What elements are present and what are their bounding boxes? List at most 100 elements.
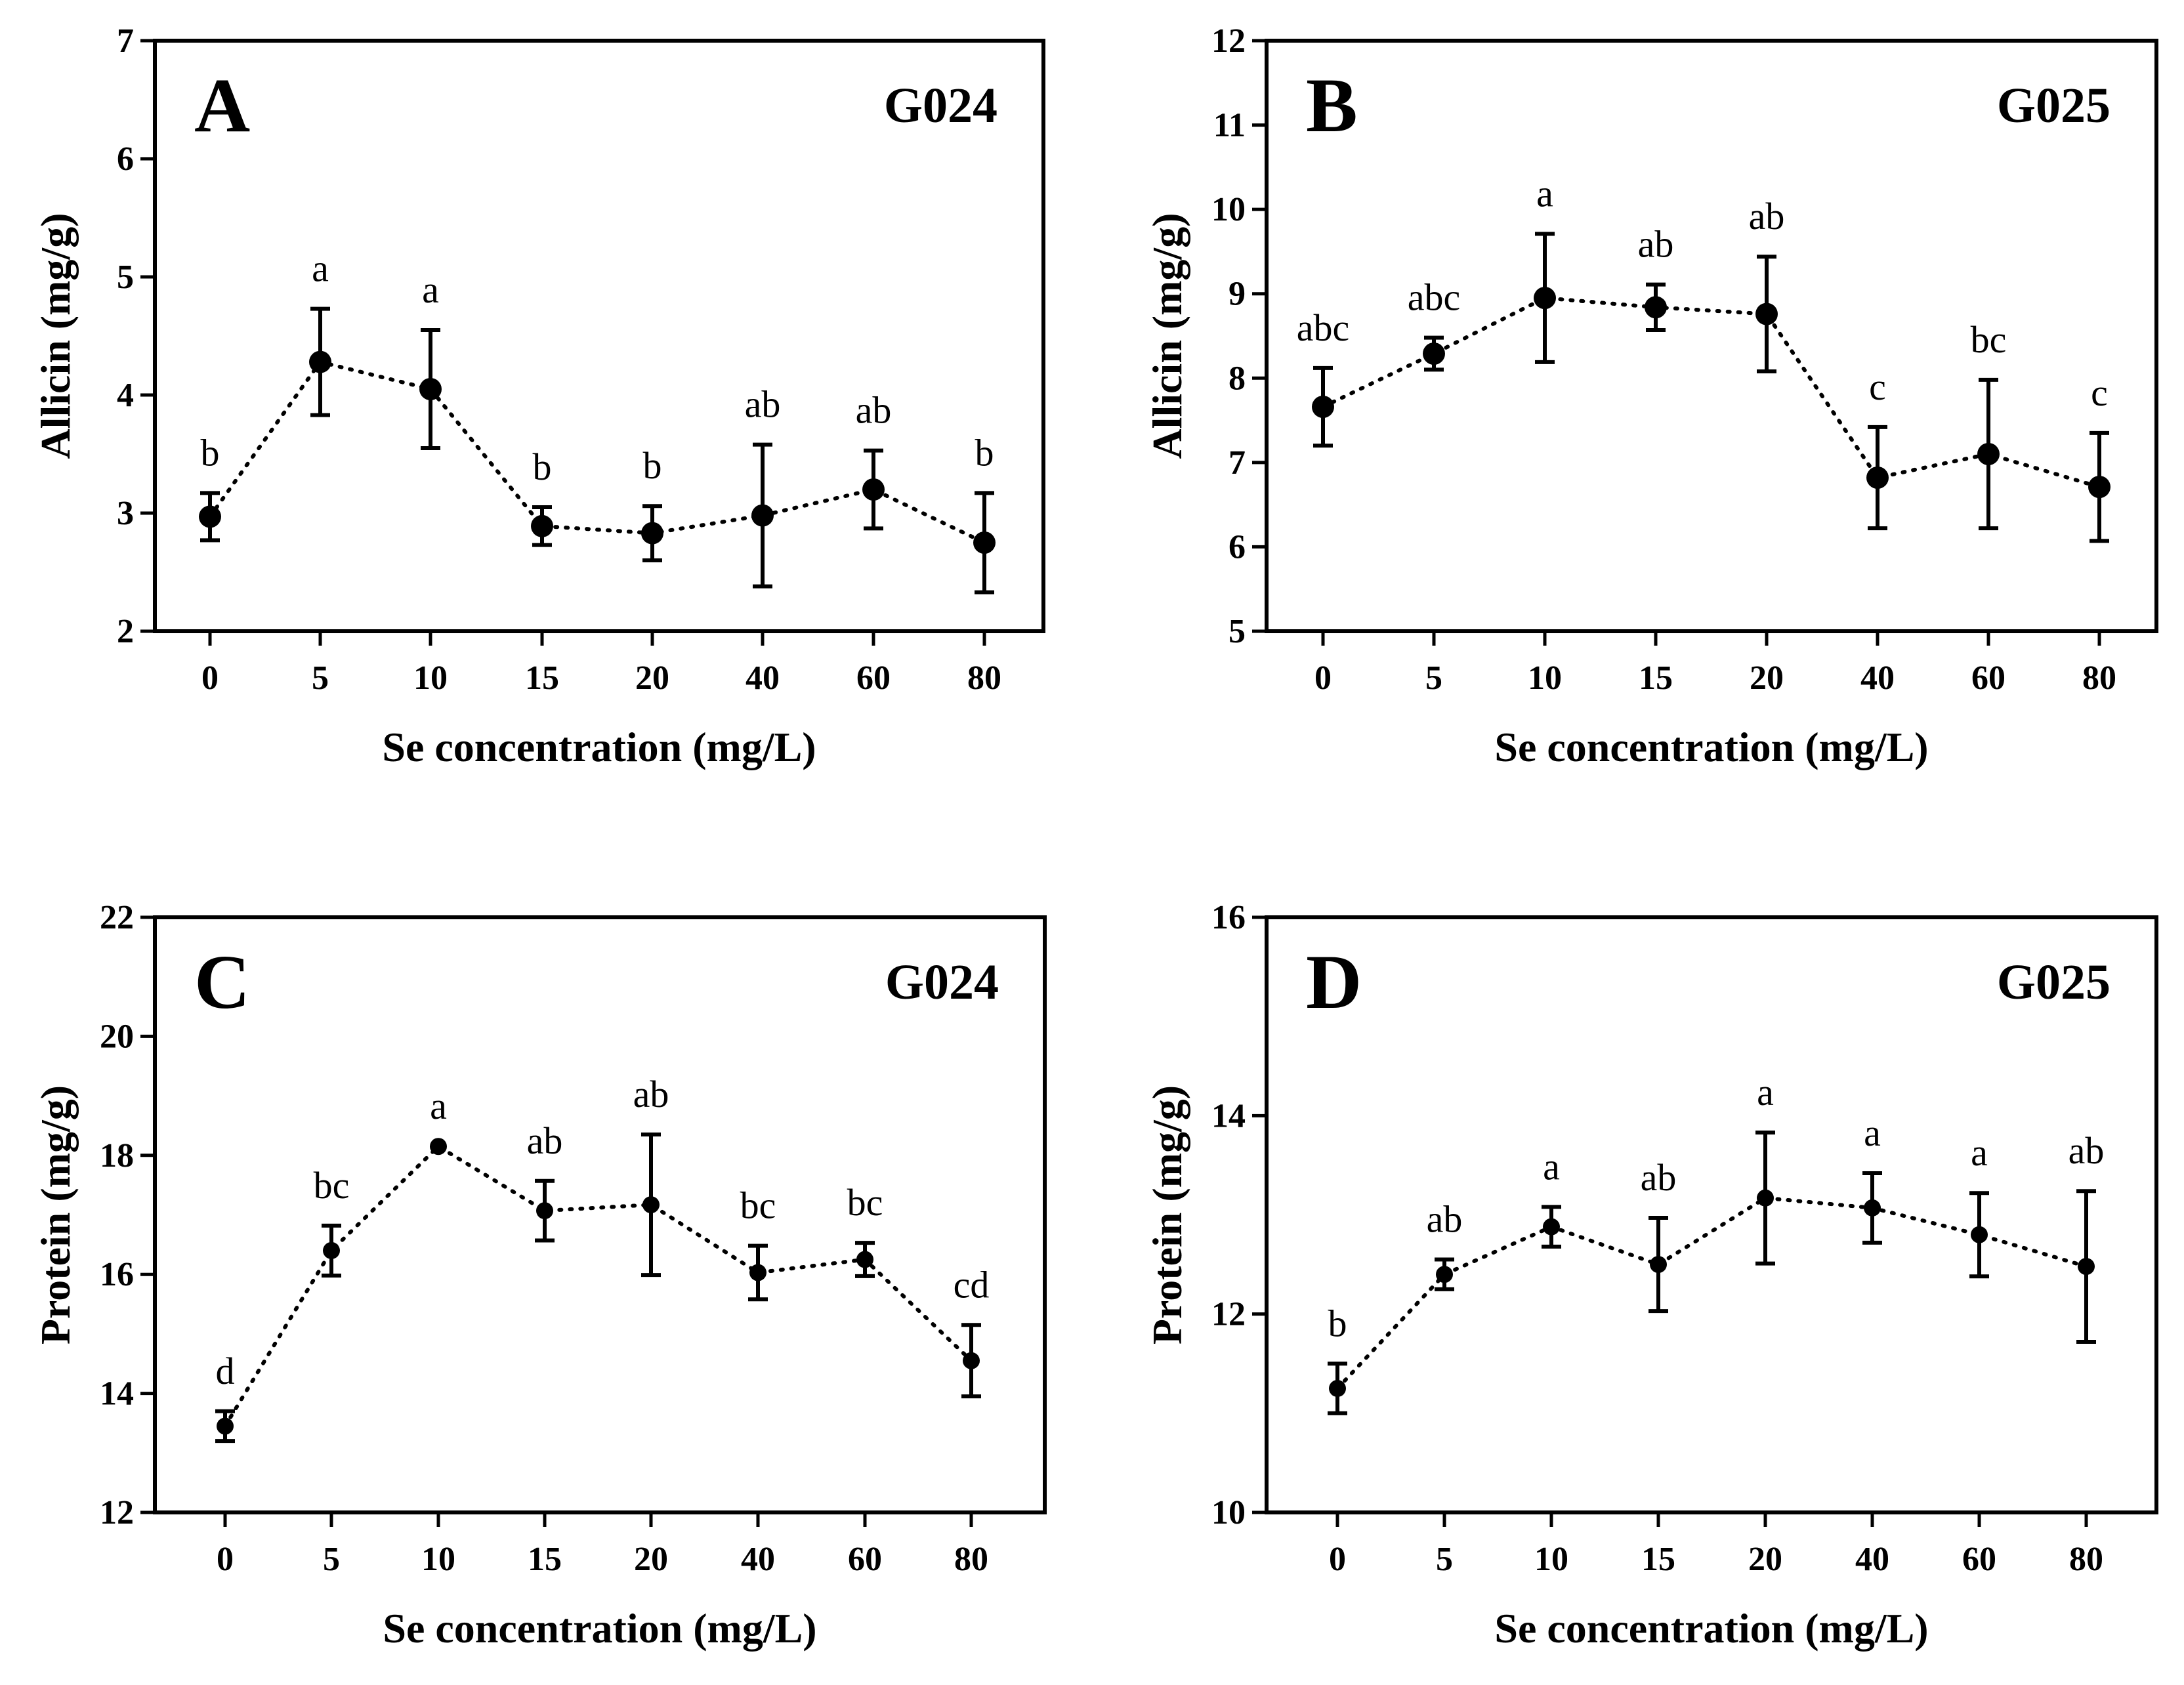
series-line (208, 360, 986, 545)
y-tick-label: 4 (117, 377, 134, 414)
data-point (1436, 1266, 1453, 1283)
x-tick-label: 10 (421, 1541, 455, 1578)
y-tick-label: 14 (1211, 1097, 1246, 1134)
y-tick-label: 7 (117, 22, 134, 60)
data-point (963, 1352, 980, 1369)
data-point (2078, 1258, 2095, 1276)
x-tick-label: 80 (2069, 1541, 2103, 1578)
x-tick-label: 20 (1748, 1541, 1782, 1578)
data-point (1534, 287, 1556, 310)
y-tick-label: 16 (1211, 899, 1246, 936)
significance-letter: ab (1638, 223, 1674, 266)
y-tick-label: 8 (1228, 360, 1246, 397)
data-point (1329, 1380, 1346, 1398)
cultivar-label: G024 (884, 78, 998, 133)
plot-frame (1265, 915, 2158, 1514)
x-tick-label: 15 (528, 1541, 562, 1578)
data-point (1864, 1199, 1881, 1217)
y-tick-label: 9 (1228, 276, 1246, 313)
data-point (419, 378, 442, 400)
x-axis-title: Se concentration (mg/L) (383, 1605, 816, 1652)
data-point (323, 1241, 340, 1259)
x-tick-label: 5 (1425, 659, 1442, 697)
x-tick-label: 15 (1641, 1541, 1675, 1578)
significance-letter: b (643, 444, 662, 487)
significance-letter: ab (1641, 1156, 1677, 1199)
y-tick-label: 11 (1213, 107, 1246, 144)
y-tick-label: 14 (100, 1375, 134, 1413)
significance-letter: a (422, 268, 439, 311)
plot-frame (153, 915, 1047, 1514)
significance-letter: bc (1971, 318, 2007, 361)
significance-letter: ab (856, 389, 892, 432)
significance-letter: ab (527, 1119, 563, 1162)
significance-letter: a (312, 247, 329, 290)
x-tick-label: 40 (1855, 1541, 1889, 1578)
significance-letter: ab (1749, 195, 1785, 238)
data-point (751, 504, 774, 527)
plot-frame (153, 39, 1045, 633)
significance-letter: a (1971, 1131, 1988, 1174)
data-point (1423, 343, 1445, 365)
x-tick-label: 5 (323, 1541, 340, 1578)
x-tick-label: 0 (217, 1541, 234, 1578)
x-tick-label: 20 (1750, 659, 1784, 697)
data-point (531, 514, 553, 537)
y-axis-title: Allicin (mg/g) (1144, 213, 1190, 459)
y-tick-label: 5 (117, 259, 134, 296)
data-point (1650, 1256, 1667, 1274)
significance-letter: b (975, 431, 994, 474)
x-axis-title: Se concentration (mg/L) (1494, 724, 1928, 770)
x-tick-label: 80 (954, 1541, 988, 1578)
y-tick-label: 16 (100, 1256, 134, 1293)
x-tick-label: 40 (1860, 659, 1895, 697)
data-point (2088, 476, 2110, 499)
significance-letter: a (1536, 172, 1553, 215)
significance-letter: a (1543, 1145, 1560, 1188)
y-tick-label: 12 (100, 1494, 134, 1531)
panel-a: 2 3 4 5 6 7 0 5 10 15 20 40 60 80 Se concentration (mg… (32, 22, 1045, 770)
significance-letter: c (1869, 365, 1886, 408)
significance-letter: ab (633, 1073, 669, 1115)
significance-letter: bc (847, 1181, 883, 1224)
data-point (1971, 1226, 1988, 1243)
panel-letter: D (1306, 939, 1362, 1025)
data-point (217, 1417, 234, 1435)
significance-letter: a (1864, 1112, 1881, 1154)
x-tick-label: 0 (201, 659, 219, 697)
y-tick-label: 18 (100, 1137, 134, 1175)
y-tick-label: 12 (1211, 1296, 1246, 1333)
significance-letter: bc (314, 1164, 350, 1207)
x-tick-label: 60 (856, 659, 891, 697)
x-tick-label: 80 (967, 659, 1001, 697)
data-point (862, 478, 885, 501)
data-point (536, 1202, 553, 1220)
y-tick-label: 12 (1211, 22, 1246, 60)
y-tick-label: 6 (117, 140, 134, 178)
y-tick-label: 7 (1228, 444, 1246, 482)
panel-c: 12 14 16 18 20 22 0 5 10 15 20 40 60 80 Se concentrati… (32, 899, 1047, 1652)
significance-letter: bc (740, 1184, 776, 1227)
y-tick-label: 10 (1211, 1494, 1246, 1531)
plot-frame (1265, 39, 2158, 633)
y-tick-label: 10 (1211, 191, 1246, 228)
x-tick-label: 10 (1528, 659, 1562, 697)
y-tick-label: 2 (117, 613, 134, 650)
x-tick-label: 60 (1971, 659, 2006, 697)
data-point (1755, 302, 1778, 325)
y-tick-label: 3 (117, 495, 134, 532)
x-tick-label: 0 (1329, 1541, 1346, 1578)
cultivar-label: G024 (885, 955, 999, 1010)
x-tick-label: 80 (2082, 659, 2116, 697)
data-point (856, 1251, 873, 1268)
panel-d: 10 12 14 16 0 5 10 15 20 40 60 80 Se concentration (… (1144, 899, 2158, 1652)
significance-letter: a (1757, 1071, 1774, 1113)
x-tick-label: 15 (1639, 659, 1673, 697)
panel-b: 5 6 7 8 9 10 11 12 0 5 10 15 20 40 60 80 Se concentratio… (1144, 22, 2158, 770)
data-point (1312, 396, 1334, 418)
data-point (309, 350, 331, 373)
y-tick-label: 6 (1228, 528, 1246, 566)
data-point (642, 1196, 660, 1214)
data-point (199, 505, 221, 528)
